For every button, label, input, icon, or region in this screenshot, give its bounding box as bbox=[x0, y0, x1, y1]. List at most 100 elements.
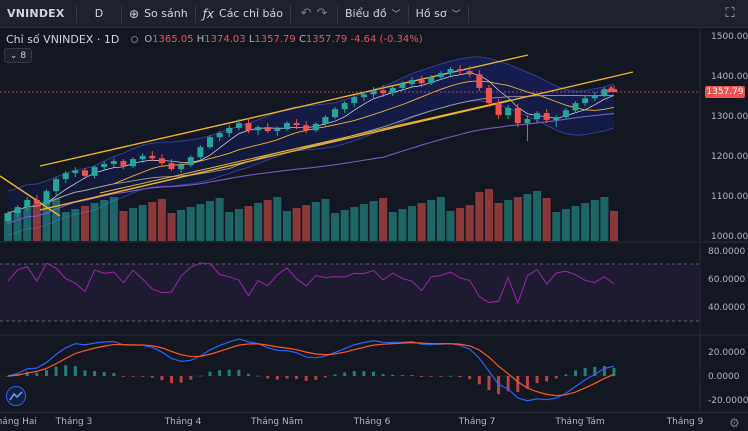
volume-bar bbox=[157, 199, 166, 241]
visibility-dot-icon[interactable] bbox=[131, 36, 139, 43]
indicator-collapse-toggle[interactable]: ⌄ 8 bbox=[4, 48, 32, 63]
fullscreen-icon: ⛶ bbox=[725, 6, 735, 21]
volume-bar bbox=[32, 204, 41, 241]
candle bbox=[514, 103, 521, 128]
macd-histogram-bar bbox=[323, 376, 327, 378]
candle-body bbox=[351, 97, 358, 104]
macd-histogram-bar bbox=[439, 376, 443, 377]
macd-histogram-bar bbox=[574, 370, 578, 376]
price-tick: 1100.00 bbox=[711, 192, 748, 202]
rsi-zone bbox=[0, 264, 700, 321]
candle bbox=[322, 115, 329, 127]
macd-histogram-bar bbox=[593, 366, 597, 376]
undo-icon[interactable]: ↶ bbox=[300, 6, 312, 21]
candle bbox=[130, 157, 137, 168]
candle-body bbox=[447, 69, 454, 74]
candle bbox=[332, 107, 339, 120]
fullscreen-button[interactable]: ⛶ bbox=[712, 0, 748, 28]
candle bbox=[91, 165, 98, 179]
top-toolbar: VNINDEX D ⊕ So sánh ƒx Các chỉ báo ↶ ↷ B… bbox=[0, 0, 748, 28]
candle bbox=[110, 158, 117, 168]
candle bbox=[447, 67, 454, 76]
candle bbox=[399, 81, 406, 92]
volume-bar bbox=[302, 205, 311, 241]
candle-body bbox=[341, 103, 348, 110]
profile-dropdown[interactable]: Hồ sơ ﹀ bbox=[409, 0, 468, 28]
candle bbox=[81, 167, 88, 180]
channel-lower-line[interactable] bbox=[39, 71, 634, 211]
candle bbox=[582, 95, 589, 107]
candle bbox=[226, 125, 233, 138]
chart-canvas[interactable]: 1500.00 1400.00 1300.00 1200.00 1100.00 … bbox=[0, 28, 748, 412]
candle bbox=[389, 86, 396, 96]
macd-histogram-bar bbox=[506, 376, 510, 392]
candle-body bbox=[514, 107, 521, 124]
candle-body bbox=[466, 71, 473, 75]
candle bbox=[207, 135, 213, 150]
macd-histogram bbox=[6, 365, 616, 395]
function-icon: ƒx bbox=[202, 6, 215, 21]
candle-body bbox=[572, 103, 579, 111]
rsi-axis[interactable]: 80.0000 60.0000 40.0000 bbox=[708, 247, 745, 313]
volume-bar bbox=[446, 211, 455, 241]
macd-histogram-bar bbox=[256, 375, 260, 377]
volume-bar bbox=[234, 209, 243, 241]
macd-axis[interactable]: 20.0000 0.0000 -20.0000 bbox=[708, 348, 748, 406]
chart-type-dropdown[interactable]: Biểu đồ ﹀ bbox=[338, 0, 408, 28]
volume-bar bbox=[42, 201, 51, 241]
redo-icon[interactable]: ↷ bbox=[316, 6, 328, 21]
macd-histogram-bar bbox=[583, 367, 587, 376]
candle bbox=[264, 123, 271, 134]
interval-button[interactable]: D bbox=[94, 7, 104, 20]
symbol-search[interactable]: VNINDEX bbox=[7, 7, 65, 20]
candle-body bbox=[168, 163, 175, 170]
descending-line[interactable] bbox=[0, 175, 61, 217]
candle-body bbox=[495, 103, 502, 116]
volume-bar bbox=[571, 206, 580, 241]
channel-upper-line[interactable] bbox=[39, 54, 529, 167]
macd-histogram-bar bbox=[497, 376, 501, 395]
price-tick: 1300.00 bbox=[711, 112, 748, 122]
candle bbox=[53, 177, 60, 196]
indicators-label: Các chỉ báo bbox=[219, 7, 284, 20]
candle-body bbox=[197, 147, 204, 158]
macd-histogram-bar bbox=[477, 376, 481, 385]
candle bbox=[534, 111, 541, 124]
candle-body bbox=[226, 127, 233, 134]
rsi-tick: 80.0000 bbox=[708, 247, 745, 257]
candle-body bbox=[187, 157, 194, 166]
candle-body bbox=[149, 155, 156, 159]
time-axis[interactable]: Tháng Hai Tháng 3 Tháng 4 Tháng Năm Thán… bbox=[0, 412, 748, 431]
macd-histogram-bar bbox=[420, 376, 424, 377]
toolbar-divider bbox=[467, 4, 469, 23]
candle-body bbox=[303, 125, 310, 131]
plus-circle-icon: ⊕ bbox=[129, 6, 140, 21]
price-tick: 1200.00 bbox=[711, 152, 748, 162]
legend-title[interactable]: Chỉ số VNINDEX · 1D bbox=[6, 33, 120, 46]
channel-mid-line[interactable] bbox=[99, 99, 511, 194]
volume-bar bbox=[561, 209, 570, 241]
price-axis[interactable]: 1500.00 1400.00 1300.00 1200.00 1100.00 … bbox=[711, 32, 748, 242]
volume-bar bbox=[186, 207, 195, 241]
toolbar-divider bbox=[337, 4, 339, 23]
tradingview-logo-icon[interactable] bbox=[6, 386, 26, 406]
volume-bar bbox=[292, 208, 301, 241]
candle-body bbox=[476, 74, 483, 88]
volume-bar bbox=[484, 189, 493, 241]
candle bbox=[428, 75, 435, 86]
compare-button[interactable]: ⊕ So sánh bbox=[122, 0, 195, 28]
gear-icon[interactable]: ⚙ bbox=[729, 416, 740, 430]
candle bbox=[341, 101, 348, 114]
toolbar-divider bbox=[76, 4, 77, 23]
candle bbox=[409, 77, 415, 88]
legend-ohlc: O1365.05 H1374.03 L1357.79 C1357.79 -4.6… bbox=[144, 34, 423, 45]
candle-body bbox=[524, 119, 531, 124]
candle-body bbox=[158, 158, 165, 164]
indicators-button[interactable]: ƒx Các chỉ báo bbox=[196, 0, 290, 28]
candle-body bbox=[255, 127, 262, 131]
volume-bar bbox=[427, 200, 436, 241]
candle bbox=[553, 115, 560, 128]
volume-bar bbox=[109, 197, 118, 241]
trendlines[interactable] bbox=[0, 54, 634, 217]
volume-bar bbox=[71, 209, 80, 241]
